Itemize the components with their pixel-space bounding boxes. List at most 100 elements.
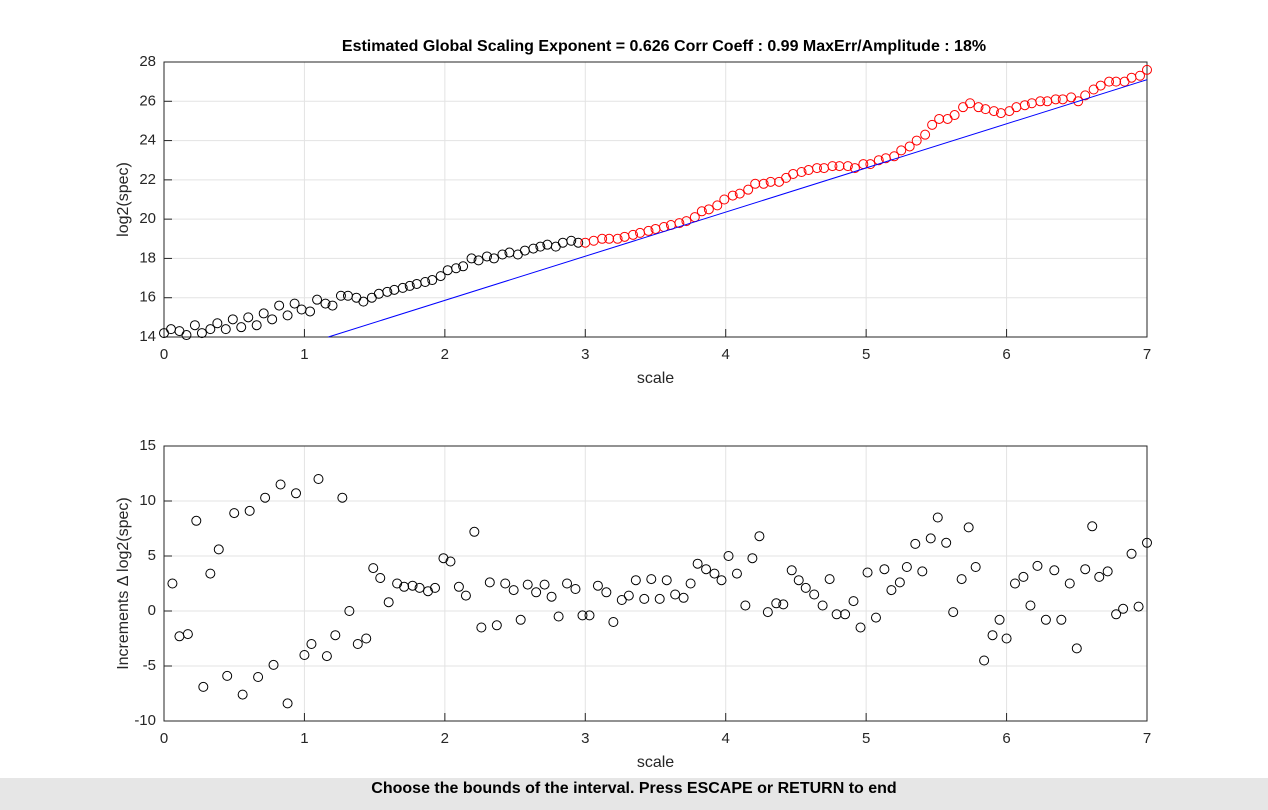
- x-axis-label: scale: [637, 754, 674, 771]
- data-point: [220, 324, 231, 335]
- data-point: [458, 261, 469, 272]
- x-tick-label: 2: [441, 730, 449, 747]
- data-point: [522, 579, 533, 590]
- data-point: [970, 562, 981, 572]
- data-point: [988, 106, 999, 117]
- data-point: [327, 300, 338, 311]
- data-point: [862, 567, 873, 578]
- data-point: [229, 508, 240, 519]
- axes-box: [163, 61, 1148, 338]
- y-tick-label: 5: [148, 547, 156, 564]
- data-point: [771, 598, 782, 609]
- data-point: [1009, 578, 1020, 589]
- data-point: [358, 296, 369, 307]
- data-point: [979, 655, 990, 666]
- data-point: [793, 575, 804, 586]
- data-point: [438, 553, 449, 564]
- data-point: [435, 271, 446, 282]
- data-point: [934, 113, 945, 124]
- data-point: [927, 119, 938, 130]
- data-point: [181, 330, 192, 341]
- y-axis-label: log2(spec): [115, 162, 132, 237]
- data-point: [1032, 560, 1043, 571]
- data-point: [451, 263, 462, 274]
- y-tick-label: 0: [148, 602, 156, 619]
- data-point: [1094, 571, 1105, 582]
- data-point: [1104, 76, 1115, 87]
- axes-box: [163, 445, 1148, 722]
- data-point: [941, 537, 952, 548]
- data-point: [251, 320, 262, 331]
- data-point: [758, 178, 769, 189]
- data-point: [546, 591, 557, 602]
- data-point: [258, 308, 269, 319]
- data-point: [840, 609, 851, 620]
- data-point: [407, 580, 418, 591]
- data-point: [489, 253, 500, 264]
- data-point: [932, 512, 943, 523]
- data-point: [476, 622, 487, 633]
- data-point: [1071, 643, 1082, 654]
- data-point: [747, 553, 758, 564]
- data-point: [910, 538, 921, 549]
- data-point: [911, 135, 922, 146]
- data-point: [320, 298, 331, 309]
- data-point: [670, 589, 681, 600]
- data-point: [566, 235, 577, 246]
- data-point: [1087, 521, 1098, 532]
- y-tick-label: 16: [139, 289, 156, 306]
- data-point: [469, 526, 480, 537]
- data-point: [1133, 601, 1144, 612]
- data-point: [740, 600, 751, 611]
- data-point: [427, 275, 438, 286]
- data-point: [361, 633, 372, 644]
- data-point: [213, 544, 224, 555]
- data-point: [500, 578, 511, 589]
- data-point: [368, 563, 379, 574]
- data-point: [800, 582, 811, 593]
- plot-area: [164, 62, 1147, 337]
- data-point: [508, 585, 519, 596]
- data-point: [282, 310, 293, 321]
- data-point: [274, 300, 285, 311]
- data-point: [392, 578, 403, 589]
- data-point: [497, 249, 508, 260]
- data-point: [925, 533, 936, 544]
- y-tick-label: 18: [139, 249, 156, 266]
- data-point: [811, 163, 822, 174]
- x-tick-label: 4: [722, 346, 730, 363]
- data-point: [963, 522, 974, 533]
- data-point: [723, 551, 734, 561]
- data-point: [397, 282, 408, 293]
- data-point: [956, 574, 967, 585]
- data-point: [337, 492, 348, 503]
- y-tick-label: 20: [139, 210, 156, 227]
- y-tick-label: 15: [139, 437, 156, 454]
- data-point: [268, 659, 279, 670]
- data-point: [1111, 76, 1122, 87]
- data-point: [305, 306, 316, 317]
- data-point: [205, 568, 216, 579]
- data-point: [191, 515, 202, 526]
- data-point: [267, 314, 278, 325]
- data-point: [889, 151, 900, 162]
- x-tick-label: 6: [1002, 730, 1010, 747]
- data-point: [703, 204, 714, 215]
- data-point: [734, 188, 745, 199]
- data-point: [809, 589, 820, 600]
- data-point: [1049, 565, 1060, 576]
- data-point: [701, 564, 712, 575]
- data-point: [762, 607, 773, 618]
- data-point: [321, 651, 332, 662]
- data-point: [612, 233, 623, 244]
- x-tick-label: 3: [581, 730, 589, 747]
- data-point: [460, 590, 471, 601]
- data-point: [1064, 578, 1075, 589]
- data-point: [848, 596, 859, 607]
- data-point: [167, 578, 178, 589]
- data-point: [562, 578, 573, 589]
- y-tick-label: -10: [134, 712, 156, 729]
- data-point: [1134, 70, 1145, 81]
- data-point: [205, 324, 216, 335]
- x-tick-label: 3: [581, 346, 589, 363]
